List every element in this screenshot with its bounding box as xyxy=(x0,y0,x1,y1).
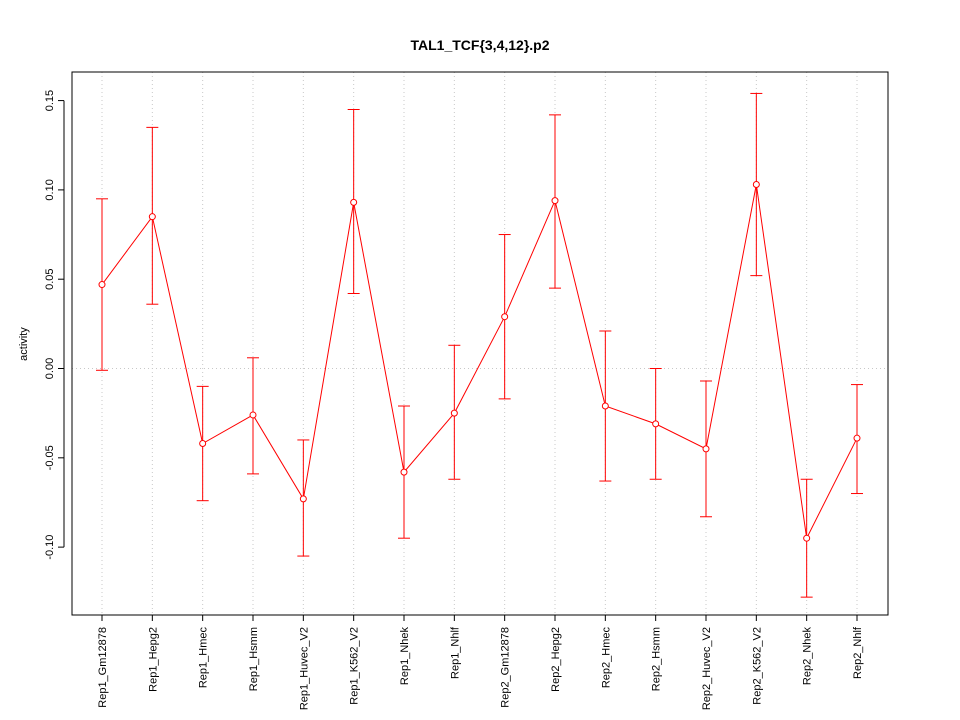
y-tick-label: 0.00 xyxy=(44,358,56,379)
data-point xyxy=(148,213,156,221)
x-tick-label: Rep1_Hepg2 xyxy=(147,627,159,692)
y-tick-label: -0.05 xyxy=(44,445,56,470)
axes: -0.10 -0.05 0.00 0.05 0.10 0.15 Rep1_Gm12878 Re… xyxy=(44,90,864,710)
series-line xyxy=(101,184,858,540)
data-points xyxy=(98,181,861,542)
x-tick-label: Rep1_Nhlf xyxy=(449,626,461,679)
data-point xyxy=(501,313,509,321)
x-tick-label: Rep1_K562_V2 xyxy=(349,627,361,705)
y-tick-label: 0.05 xyxy=(44,268,56,289)
y-tick-label: 0.15 xyxy=(44,90,56,111)
data-point xyxy=(199,440,207,448)
x-tick-label: Rep1_Nhek xyxy=(399,627,411,686)
error-bars xyxy=(96,92,863,598)
x-tick-label: Rep1_Hmec xyxy=(198,627,210,689)
x-tick-label: Rep2_Hsmm xyxy=(651,627,663,691)
data-point xyxy=(249,411,257,419)
chart-title: TAL1_TCF{3,4,12}.p2 xyxy=(410,37,549,53)
data-point xyxy=(400,468,408,476)
x-tick-label: Rep2_Gm12878 xyxy=(500,627,512,708)
x-tick-label: Rep2_Nhek xyxy=(802,627,814,686)
y-axis-label: activity xyxy=(18,327,30,361)
data-point xyxy=(299,495,307,503)
x-tick-label: Rep1_Huvec_V2 xyxy=(298,627,310,710)
x-tick-label: Rep2_Hmec xyxy=(600,627,612,689)
data-point xyxy=(752,181,760,189)
x-tick-label: Rep2_Hepg2 xyxy=(550,627,562,692)
data-point xyxy=(450,409,458,417)
y-tick-label: -0.10 xyxy=(44,535,56,560)
series-polyline xyxy=(101,184,858,540)
data-point xyxy=(702,445,710,453)
data-point xyxy=(652,420,660,428)
data-point xyxy=(350,198,358,206)
grid xyxy=(72,72,888,615)
data-point xyxy=(803,534,811,542)
data-point xyxy=(601,402,609,410)
plot-frame xyxy=(71,71,889,616)
x-tick-label: Rep2_Huvec_V2 xyxy=(701,627,713,710)
data-point xyxy=(98,281,106,289)
x-tick-label: Rep1_Gm12878 xyxy=(97,627,109,708)
y-tick-label: 0.10 xyxy=(44,179,56,200)
x-tick-label: Rep2_K562_V2 xyxy=(751,627,763,705)
data-point xyxy=(551,197,559,205)
data-point xyxy=(853,434,861,442)
x-tick-label: Rep1_Hsmm xyxy=(248,627,260,691)
x-tick-label: Rep2_Nhlf xyxy=(852,626,864,679)
